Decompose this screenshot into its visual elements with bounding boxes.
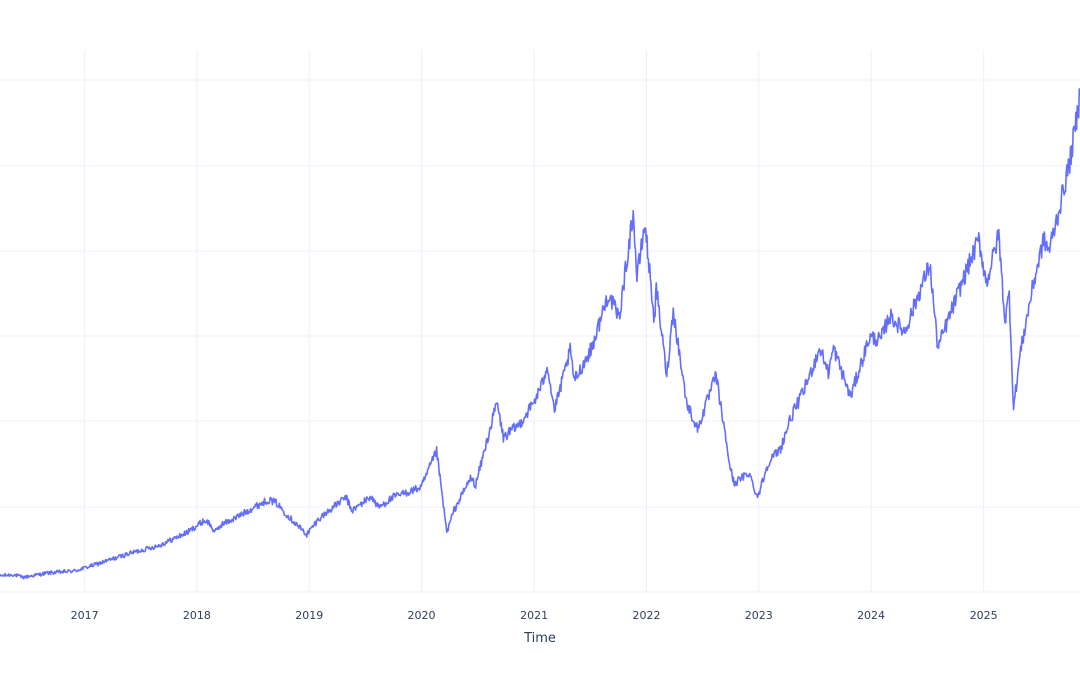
x-tick-label: 2025 [970, 609, 998, 622]
x-axis-ticks: 2017 2018 2019 2020 2021 2022 2023 2024 2025 [71, 609, 998, 622]
x-tick-label: 2023 [745, 609, 773, 622]
x-tick-label: 2019 [295, 609, 323, 622]
x-tick-label: 2022 [632, 609, 660, 622]
x-axis-title: Time [523, 631, 556, 646]
series-layer [0, 88, 1080, 580]
x-tick-label: 2018 [183, 609, 211, 622]
series-line [0, 88, 1080, 580]
x-tick-label: 2017 [71, 609, 99, 622]
gridlines [0, 50, 1080, 593]
x-tick-label: 2024 [857, 609, 885, 622]
x-tick-label: 2020 [408, 609, 436, 622]
x-tick-label: 2021 [520, 609, 548, 622]
